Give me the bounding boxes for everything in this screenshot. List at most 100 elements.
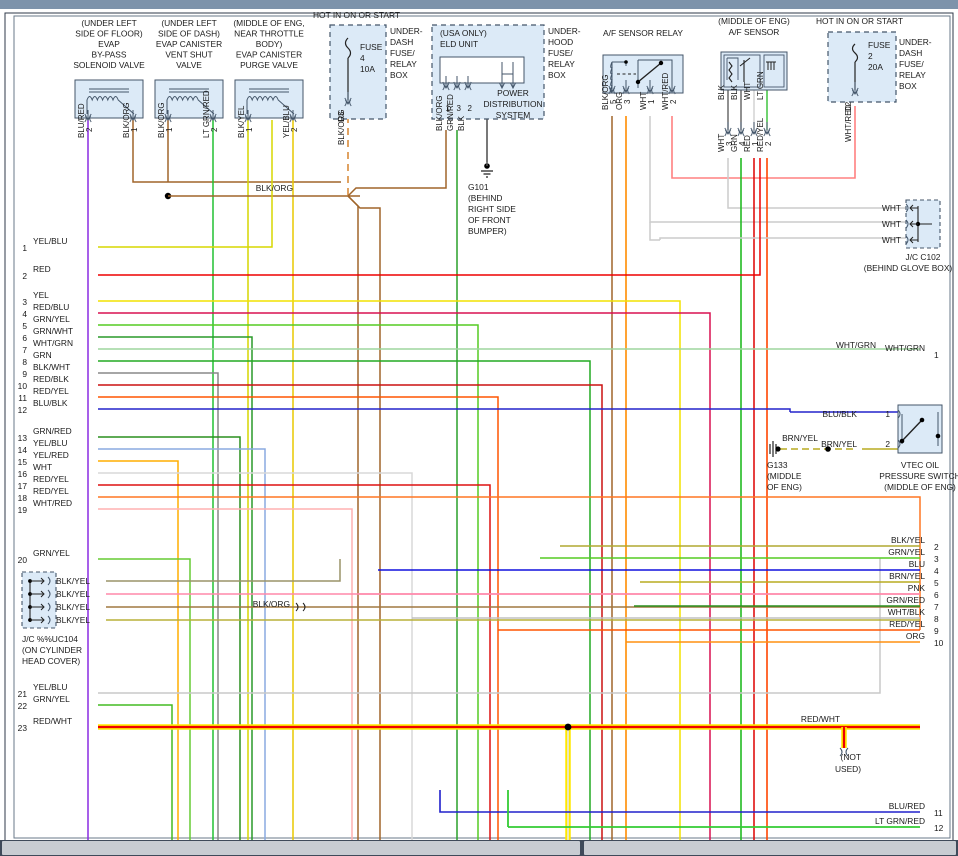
- connector-symbol: [737, 127, 745, 137]
- connector-symbol: [129, 113, 137, 123]
- wire-label-top: BLK: [730, 84, 739, 100]
- pin-number: 1: [245, 127, 254, 132]
- wire-label: RED/YEL: [33, 474, 69, 484]
- terminal-number: 4: [22, 309, 27, 319]
- connector-symbol: [724, 127, 732, 137]
- terminal-number: 13: [18, 433, 28, 443]
- bus-wire-15: [98, 472, 413, 840]
- box-label: DASH: [899, 48, 922, 58]
- box-label: RELAY: [390, 59, 417, 69]
- pin-number: 5: [609, 99, 618, 104]
- terminal-number: 15: [18, 457, 28, 467]
- component-evap-canister-purge-valve: [234, 79, 304, 119]
- bus-wire-13: [98, 448, 266, 840]
- wire-label: WHT: [882, 219, 901, 229]
- wire-label: RED/YEL: [33, 486, 69, 496]
- solenoid-coil-icon: [246, 96, 295, 115]
- connector-symbol: [905, 235, 909, 245]
- terminal-number: 21: [18, 689, 28, 699]
- eld-shunt-icon: [501, 62, 514, 75]
- component-caption: PURGE VALVE: [240, 60, 298, 70]
- pin-number: 3: [725, 141, 734, 146]
- heater-resistor-icon: [728, 61, 733, 83]
- pin-number: 2: [885, 439, 890, 449]
- wire-label: ORG: [615, 92, 624, 110]
- terminal-number: 9: [22, 369, 27, 379]
- junction-dot: [658, 60, 664, 66]
- wire-label: BLU: [909, 559, 925, 569]
- wire-label: WHT/RED: [844, 104, 853, 142]
- component-af-sensor-relay: [602, 54, 684, 94]
- terminal-number: 3: [22, 297, 27, 307]
- component-caption: (ON CYLINDER: [22, 645, 82, 655]
- jc-pin-arrow: [30, 590, 45, 598]
- component-caption: J/C C102: [906, 252, 941, 262]
- pds-label: SYSTEM: [496, 110, 530, 120]
- component-fuse-2-box: [827, 31, 897, 103]
- terminal-number: 11: [18, 393, 27, 403]
- box-label: RELAY: [899, 70, 926, 80]
- connector-symbol: [84, 113, 92, 123]
- terminal-number: 3: [934, 554, 939, 564]
- wire-label: ORG: [906, 631, 925, 641]
- connector-symbol: [646, 85, 654, 95]
- wire-label: WHT/GRN: [885, 343, 925, 353]
- fuse-symbol-icon: [851, 43, 859, 63]
- bus-wire-1: [98, 158, 761, 276]
- connector-symbol: [622, 85, 630, 95]
- pin-number: 3: [457, 104, 462, 113]
- wire-label: WHT/GRN: [33, 338, 73, 348]
- component-caption: NEAR THROTTLE: [234, 29, 304, 39]
- bus-wire-9: [98, 384, 603, 840]
- horizontal-scrollbar[interactable]: [0, 840, 958, 856]
- terminal-number: 19: [18, 505, 28, 515]
- wire-label: YEL/RED: [33, 450, 69, 460]
- box-label: BOX: [548, 70, 566, 80]
- pds-label: POWER: [497, 88, 529, 98]
- component-caption: SOLENOID VALVE: [73, 60, 145, 70]
- ground-label: G133: [767, 460, 788, 470]
- bus-wire-2: [98, 300, 681, 840]
- junction-dot: [935, 433, 941, 439]
- box-label: DASH: [390, 37, 413, 47]
- component-caption: VALVE: [176, 60, 202, 70]
- connector-symbol: [905, 203, 909, 213]
- connector-symbol: [344, 97, 352, 107]
- terminal-number: 7: [22, 345, 27, 355]
- pin-number: 2: [764, 141, 773, 146]
- af-heater-section: [723, 54, 761, 88]
- wire-label: LT GRN/RED: [202, 90, 211, 138]
- wire-label: GRN/WHT: [33, 326, 73, 336]
- wire-label: BLK/YEL: [56, 602, 90, 612]
- wire-label: BLU/BLK: [823, 409, 858, 419]
- ground-label: OF ENG): [767, 482, 802, 492]
- ground-label: G101: [468, 182, 489, 192]
- junction-dot: [635, 79, 641, 85]
- wire-label: BLK/ORG: [601, 74, 610, 110]
- terminal-number: 7: [934, 602, 939, 612]
- junction-dot: [919, 417, 925, 423]
- af-cell-icon: [766, 61, 776, 70]
- pin-number: 1: [165, 127, 174, 132]
- scrollbar-thumb[interactable]: [2, 841, 580, 855]
- coil-plate-icon: [89, 88, 129, 93]
- wire-label: BLK/ORG: [157, 102, 166, 138]
- terminal-number: 1: [934, 350, 939, 360]
- wire-label: WHT: [717, 134, 726, 152]
- bus-wire-14: [98, 460, 179, 840]
- terminal-number: 20: [18, 555, 28, 565]
- jc-pin-arrow: [30, 603, 45, 611]
- wire-label: BLK/ORG: [435, 95, 444, 131]
- fuse-label: FUSE: [868, 40, 891, 50]
- relay-armature-icon: [637, 62, 662, 83]
- terminal-number: 6: [22, 333, 27, 343]
- wire-whtred-relay2: [671, 106, 856, 179]
- box-label: BOX: [390, 70, 408, 80]
- connector-symbol: [244, 113, 252, 123]
- scrollbar-thumb-right[interactable]: [584, 841, 956, 855]
- terminal-number: 2: [22, 271, 27, 281]
- terminal-number: 2: [934, 542, 939, 552]
- sensor-element-icon: [739, 57, 751, 82]
- pin-number: 1: [885, 409, 890, 419]
